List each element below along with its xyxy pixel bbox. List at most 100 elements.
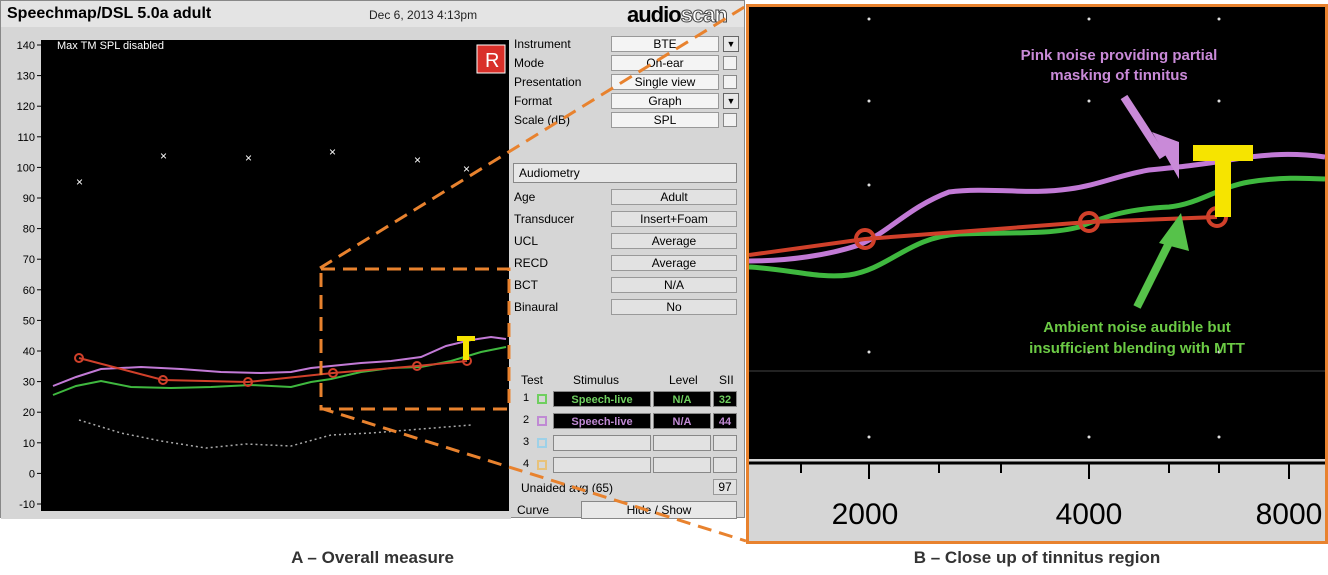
ear-badge[interactable]: R bbox=[476, 44, 506, 74]
audiometry-value-field[interactable]: Adult bbox=[611, 189, 737, 205]
y-tick-label: 50 bbox=[23, 315, 35, 327]
audiometry-label: UCL bbox=[514, 234, 539, 248]
setting-label: Instrument bbox=[514, 37, 571, 51]
ucl-markers: × × × × × × bbox=[76, 145, 470, 189]
setting-row: Scale (dB) SPL bbox=[511, 111, 743, 129]
ear-badge-label: R bbox=[485, 50, 499, 72]
y-tick-label: 100 bbox=[17, 162, 35, 174]
warning-label: Max TM SPL disabled bbox=[57, 40, 164, 52]
test-sii-field: 32 bbox=[713, 391, 737, 407]
test-stimulus-field[interactable] bbox=[553, 457, 651, 473]
setting-checkbox[interactable] bbox=[723, 56, 737, 70]
audiometry-value-field[interactable]: Insert+Foam bbox=[611, 211, 737, 227]
test-stimulus-field[interactable]: Speech-live bbox=[553, 413, 651, 429]
caption-b: B – Close up of tinnitus region bbox=[913, 548, 1161, 567]
test-row[interactable]: 1 Speech-live N/A 32 bbox=[511, 391, 743, 407]
test-color-swatch bbox=[537, 460, 547, 470]
audiometry-label: Transducer bbox=[514, 212, 575, 226]
audiometry-row: Age Adult bbox=[511, 188, 743, 206]
audiometry-value-field[interactable]: Average bbox=[611, 255, 737, 271]
x-tick-label: 8000 bbox=[479, 499, 503, 511]
ucl-marker: × bbox=[76, 175, 83, 189]
test-sii-field bbox=[713, 435, 737, 451]
y-tick-label: 130 bbox=[17, 71, 35, 83]
y-tick-label: 30 bbox=[23, 377, 35, 389]
curve-label: Curve bbox=[517, 503, 550, 517]
target-point bbox=[158, 375, 168, 385]
title-bar: Speechmap/DSL 5.0a adult Dec 6, 2013 4:1… bbox=[1, 1, 744, 28]
setting-row: Format Graph ▼ bbox=[511, 92, 743, 110]
control-panel: Instrument BTE ▼ Mode On-ear Presentation Sing… bbox=[511, 31, 743, 519]
closeup-target-curve bbox=[749, 215, 1218, 257]
y-tick-label: 120 bbox=[17, 101, 35, 113]
test-stimulus-field[interactable]: Speech-live bbox=[553, 391, 651, 407]
unaided-label: Unaided avg (65) bbox=[521, 481, 614, 495]
test-row[interactable]: 2 Speech-live N/A 44 bbox=[511, 413, 743, 429]
test-stimulus-field[interactable] bbox=[553, 435, 651, 451]
closeup-x-tick-8000: 8000 bbox=[1256, 498, 1323, 531]
y-tick-label: 80 bbox=[23, 224, 35, 236]
sii-header: SII bbox=[719, 373, 734, 387]
audiometry-row: Binaural No bbox=[511, 298, 743, 316]
y-tick-label: 60 bbox=[23, 285, 35, 297]
setting-value-field[interactable]: Single view bbox=[611, 74, 719, 90]
ucl-marker: × bbox=[245, 151, 252, 165]
test-number: 1 bbox=[523, 392, 530, 404]
target-curve bbox=[78, 357, 468, 384]
test-level-field[interactable]: N/A bbox=[653, 391, 711, 407]
dropdown-arrow-icon[interactable]: ▼ bbox=[723, 93, 739, 109]
unaided-value: 97 bbox=[713, 479, 737, 495]
x-tick-label: 250 bbox=[70, 499, 88, 511]
caption-a: A – Overall measure bbox=[291, 548, 454, 567]
pink-arrow bbox=[1120, 94, 1179, 179]
audiometry-row: Transducer Insert+Foam bbox=[511, 210, 743, 228]
closeup-tinnitus-marker bbox=[1193, 145, 1253, 217]
y-tick-label: 70 bbox=[23, 254, 35, 266]
y-tick-label: 140 bbox=[17, 40, 35, 52]
test-row[interactable]: 3 bbox=[511, 435, 743, 451]
audiometry-value-field[interactable]: No bbox=[611, 299, 737, 315]
dropdown-arrow-icon[interactable]: ▼ bbox=[723, 36, 739, 52]
setting-row: Instrument BTE ▼ bbox=[511, 35, 743, 53]
setting-value-field[interactable]: SPL bbox=[611, 112, 719, 128]
stimulus-header: Stimulus bbox=[573, 373, 620, 387]
ucl-marker: × bbox=[463, 162, 470, 176]
zoom-region-box bbox=[319, 267, 511, 411]
test-color-swatch bbox=[537, 416, 547, 426]
test-level-field[interactable] bbox=[653, 435, 711, 451]
target-point bbox=[328, 368, 338, 378]
test-row[interactable]: 4 bbox=[511, 457, 743, 473]
audiometry-label: Binaural bbox=[514, 300, 559, 314]
setting-label: Mode bbox=[514, 56, 545, 70]
audiometry-value-field[interactable]: Average bbox=[611, 233, 737, 249]
target-point bbox=[243, 377, 253, 387]
test-header: Test bbox=[521, 373, 544, 387]
closeup-x-tick-2000: 2000 bbox=[832, 498, 899, 531]
hide-show-button[interactable]: Hide / Show bbox=[581, 501, 737, 519]
x-tick-label: 2000 bbox=[321, 499, 345, 511]
setting-checkbox[interactable] bbox=[723, 113, 737, 127]
setting-value-field[interactable]: BTE bbox=[611, 36, 719, 52]
audiometry-row: RECD Average bbox=[511, 254, 743, 272]
y-tick-label: -10 bbox=[19, 499, 35, 511]
test-number: 3 bbox=[523, 436, 530, 448]
green-arrow bbox=[1133, 213, 1189, 309]
target-points bbox=[74, 353, 472, 387]
audiometry-row: BCT N/A bbox=[511, 276, 743, 294]
setting-label: Format bbox=[514, 94, 553, 108]
y-tick-label: 20 bbox=[23, 407, 35, 419]
audiometry-value-field[interactable]: N/A bbox=[611, 277, 737, 293]
setting-checkbox[interactable] bbox=[723, 75, 737, 89]
audiometry-button[interactable]: Audiometry bbox=[513, 163, 737, 183]
app-title: Speechmap/DSL 5.0a adult bbox=[7, 5, 212, 22]
test-color-swatch bbox=[537, 438, 547, 448]
closeup-x-tick-4000: 4000 bbox=[1056, 498, 1123, 531]
setting-value-field[interactable]: Graph bbox=[611, 93, 719, 109]
closeup-axis-ticks bbox=[800, 463, 1290, 479]
green-annotation-line2: insufficient blending with MTT bbox=[1029, 340, 1245, 357]
test-level-field[interactable]: N/A bbox=[653, 413, 711, 429]
test-level-field[interactable] bbox=[653, 457, 711, 473]
pink-annotation-line2: masking of tinnitus bbox=[1050, 67, 1188, 84]
test-number: 2 bbox=[523, 414, 530, 426]
